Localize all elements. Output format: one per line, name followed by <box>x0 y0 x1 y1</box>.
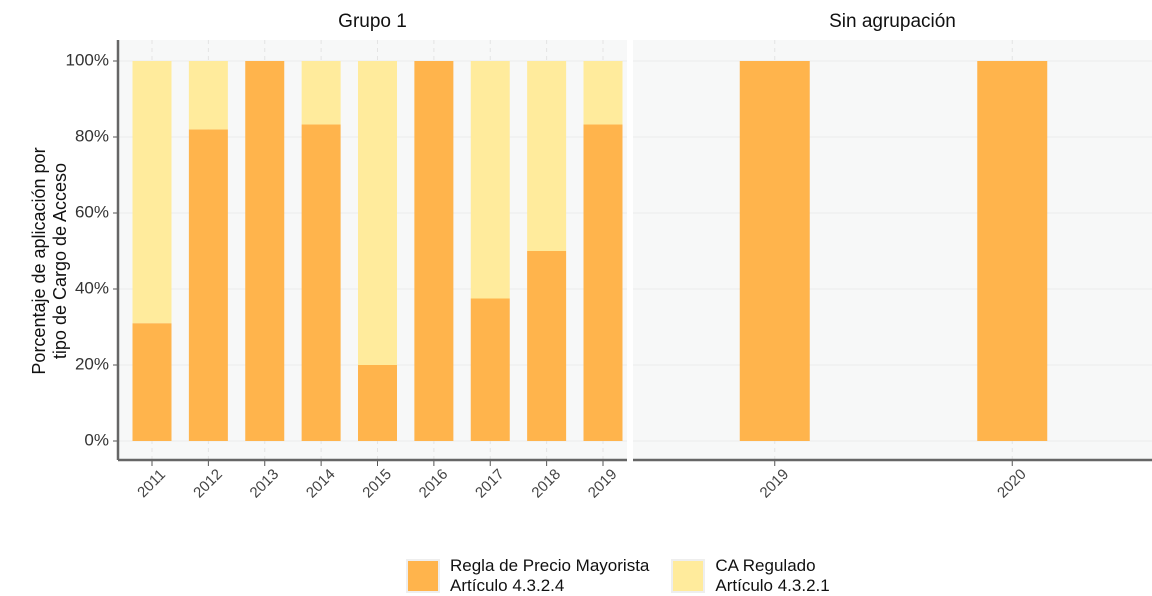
x-tick-label: 2019 <box>757 466 793 502</box>
bar-segment <box>358 365 397 441</box>
y-tick-label: 80% <box>75 126 109 145</box>
x-tick-label: 2013 <box>247 466 283 502</box>
x-tick-label: 2018 <box>528 466 564 502</box>
bar-segment <box>470 61 510 299</box>
x-tick-label: 2017 <box>472 466 508 502</box>
bar-segment <box>583 124 623 442</box>
panel-title: Grupo 1 <box>338 11 407 32</box>
x-tick-label: 2012 <box>190 466 226 502</box>
bar-segment <box>470 298 510 441</box>
bar-segment <box>414 61 454 441</box>
panel-title: Sin agrupación <box>829 11 956 32</box>
bar-segment <box>527 61 567 251</box>
y-tick-label: 60% <box>75 202 109 221</box>
x-tick-label: 2020 <box>994 466 1030 502</box>
x-tick-label: 2014 <box>303 466 339 502</box>
bar-segment <box>301 61 341 125</box>
legend-label: Regla de Precio Mayorista Artículo 4.3.2… <box>450 556 650 595</box>
bar-segment <box>358 61 397 365</box>
legend-label: CA Regulado Artículo 4.3.2.1 <box>715 556 830 595</box>
y-tick-label: 100% <box>66 50 109 69</box>
legend-swatch <box>406 559 440 593</box>
legend-item: CA Regulado Artículo 4.3.2.1 <box>671 556 830 596</box>
x-tick-label: 2015 <box>359 466 395 502</box>
panel-background <box>633 40 1152 460</box>
bar-segment <box>132 323 172 441</box>
x-tick-label: 2011 <box>134 466 169 501</box>
bar-segment <box>188 129 228 441</box>
bar-segment <box>301 124 341 442</box>
y-axis-label: Porcentaje de aplicación por tipo de Car… <box>29 147 70 375</box>
y-tick-label: 0% <box>84 430 109 449</box>
x-tick-label: 2016 <box>416 466 452 502</box>
y-tick-label: 40% <box>75 278 109 297</box>
bar-segment <box>583 61 623 125</box>
bar-segment <box>739 61 810 441</box>
legend: Regla de Precio Mayorista Artículo 4.3.2… <box>406 556 830 596</box>
y-tick-label: 20% <box>75 354 109 373</box>
bar-segment <box>527 251 567 441</box>
bar-segment <box>977 61 1048 441</box>
bar-segment <box>188 61 228 130</box>
bar-segment <box>132 61 172 324</box>
x-tick-label: 2019 <box>585 466 621 502</box>
legend-swatch <box>671 559 706 593</box>
legend-item: Regla de Precio Mayorista Artículo 4.3.2… <box>406 556 649 596</box>
bar-segment <box>245 61 285 441</box>
